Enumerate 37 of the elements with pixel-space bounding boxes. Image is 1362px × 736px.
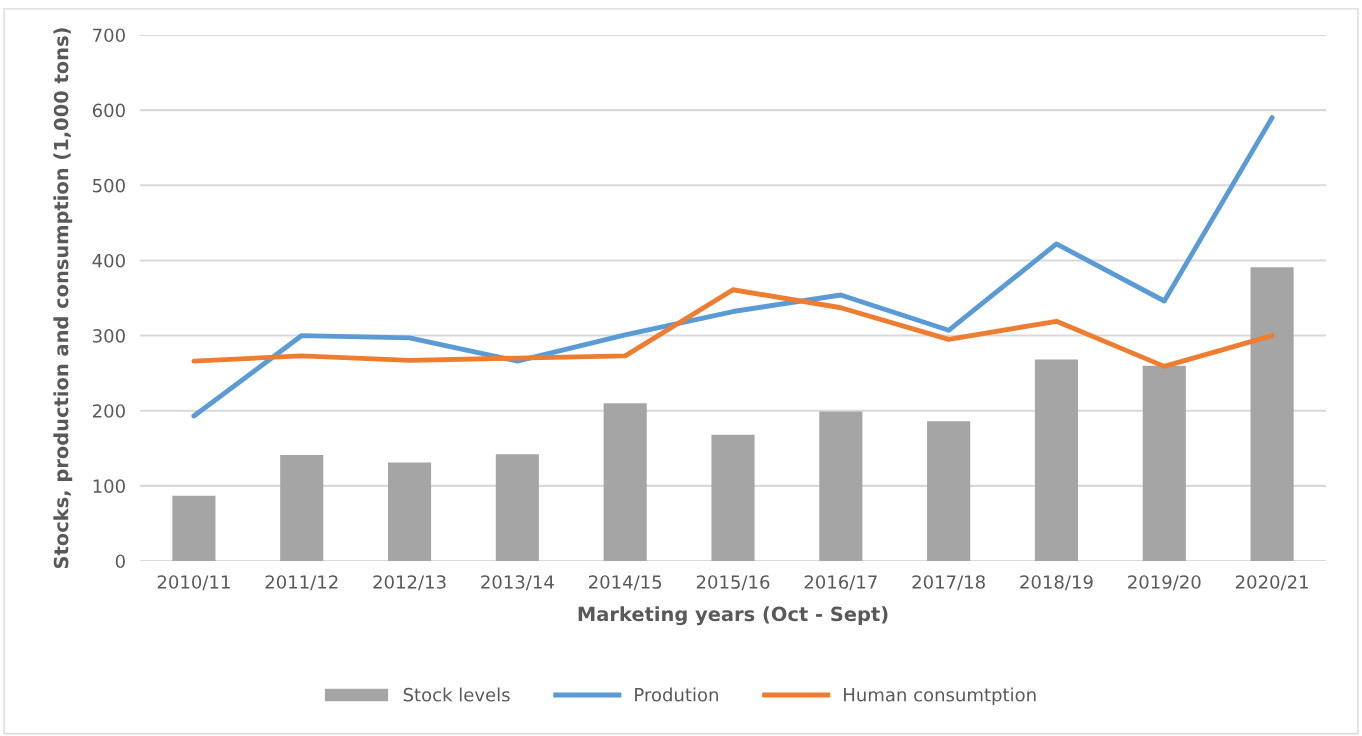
bar: [387, 462, 432, 561]
x-tick-label: 2013/14: [481, 575, 554, 591]
x-tick-label: 2011/12: [265, 575, 338, 591]
y-tick-label: 400: [92, 253, 125, 268]
line-series: [191, 115, 1275, 419]
bar: [711, 434, 755, 561]
y-axis-title: Stocks, production and consumption (1,000 tons): [53, 28, 73, 569]
y-tick-label: 200: [92, 404, 125, 418]
legend-label: Prodution: [635, 687, 718, 702]
x-tick-label: 2016/17: [804, 575, 877, 591]
bar: [927, 421, 971, 561]
x-axis-title: Marketing years (Oct - Sept): [578, 606, 888, 626]
bar: [819, 411, 863, 561]
x-tick-label: 2010/11: [157, 575, 230, 591]
y-tick-label: 700: [93, 28, 125, 43]
bar: [1034, 359, 1079, 561]
bar: [495, 454, 539, 561]
y-tick-label: 600: [92, 103, 125, 118]
legend-label: Human consumtption: [844, 687, 1036, 706]
x-tick-label: 2018/19: [1020, 575, 1093, 591]
x-tick-label: 2015/16: [696, 575, 770, 591]
x-tick-label: 2017/18: [912, 575, 985, 591]
bar: [172, 495, 216, 561]
bar: [1250, 267, 1294, 561]
y-tick-label: 0: [115, 554, 125, 569]
bar: [1142, 365, 1186, 561]
line-series: [191, 287, 1275, 369]
bar: [603, 403, 647, 561]
y-tick-label: 500: [93, 178, 125, 193]
x-tick-label: 2012/13: [373, 575, 446, 591]
bar: [280, 455, 324, 561]
y-tick-label: 300: [93, 329, 125, 343]
legend-label: Stock levels: [403, 687, 510, 702]
y-tick-label: 100: [93, 479, 125, 493]
x-tick-label: 2020/21: [1235, 575, 1308, 591]
x-tick-label: 2014/15: [589, 575, 662, 591]
x-tick-label: 2019/20: [1128, 575, 1201, 591]
